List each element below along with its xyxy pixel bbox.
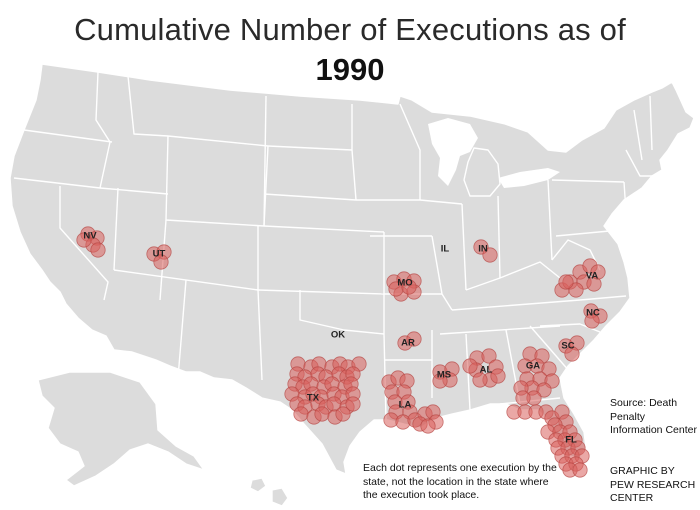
execution-dot-tx xyxy=(293,406,309,422)
execution-dot-al xyxy=(472,372,488,388)
border-id-west xyxy=(95,71,111,189)
state-label-ga: GA xyxy=(526,361,540,372)
state-label-mo: MO xyxy=(397,278,412,289)
state-label-ok: OK xyxy=(331,330,345,341)
execution-dot-tx xyxy=(345,396,361,412)
border-or-ca-nv xyxy=(13,177,101,189)
border-il-mo xyxy=(431,235,453,311)
border-il-in xyxy=(461,203,467,291)
border-id-mt xyxy=(127,75,169,137)
border-pa-md xyxy=(555,229,621,237)
border-ca-nv xyxy=(59,186,109,301)
execution-dot-ms xyxy=(432,373,448,389)
execution-dot-in xyxy=(482,247,498,263)
alaska xyxy=(37,371,205,487)
source-credit: Source: Death Penalty Information Center xyxy=(610,397,697,436)
execution-dot-fl xyxy=(572,462,588,478)
border-oh-pa xyxy=(547,179,553,261)
execution-dot-va xyxy=(558,274,574,290)
execution-dot-al xyxy=(481,348,497,364)
execution-dot-ga xyxy=(515,390,531,406)
state-label-ut: UT xyxy=(153,249,166,260)
execution-dot-la xyxy=(420,418,436,434)
execution-dot-nv xyxy=(90,242,106,258)
border-in-oh xyxy=(497,195,501,279)
border-ne-ks xyxy=(263,225,385,233)
execution-dot-ut xyxy=(153,254,169,270)
border-nd-sd xyxy=(267,145,353,151)
state-label-al: AL xyxy=(480,365,493,376)
border-sd-ne xyxy=(263,193,357,201)
border-wy xyxy=(165,135,269,227)
border-mn-east xyxy=(351,104,357,201)
execution-dot-nc xyxy=(584,313,600,329)
execution-dot-mo xyxy=(401,279,417,295)
border-ky-tn xyxy=(451,299,581,311)
execution-dot-nv xyxy=(76,232,92,248)
border-ga-sc xyxy=(529,325,571,373)
state-label-sc: SC xyxy=(561,341,574,352)
border-az-nm xyxy=(177,279,187,379)
chart-title: Cumulative Number of Executions as of xyxy=(74,12,626,47)
border-wi-il xyxy=(419,199,463,205)
graphic-credit: GRAPHIC BY PEW RESEARCH CENTER xyxy=(610,465,696,504)
border-pa-ny xyxy=(551,179,625,183)
michigan-lower xyxy=(463,147,501,197)
border-nv-ut xyxy=(113,187,119,271)
execution-dot-va xyxy=(568,282,584,298)
state-label-in: IN xyxy=(478,244,488,255)
dot-explanation-note: Each dot represents one execution by the… xyxy=(363,462,557,501)
execution-dot-al xyxy=(462,358,478,374)
border-ky xyxy=(465,261,561,291)
hawaii-island-2 xyxy=(271,487,289,507)
hawaii-island-1 xyxy=(249,477,267,493)
border-mt-wy xyxy=(167,135,269,147)
execution-dot-va xyxy=(590,264,606,280)
lake-erie-water xyxy=(498,168,560,188)
border-new-england xyxy=(625,149,660,177)
border-vt-nh xyxy=(633,109,643,161)
state-label-nc: NC xyxy=(586,308,600,319)
execution-dot-al xyxy=(490,368,506,384)
state-label-ar: AR xyxy=(401,338,415,349)
border-me-nh xyxy=(649,95,653,151)
border-tn-south xyxy=(439,325,561,335)
state-label-nv: NV xyxy=(83,231,97,242)
year-heading: 1990 xyxy=(315,52,385,87)
execution-dot-sc xyxy=(564,346,580,362)
execution-dot-tx xyxy=(314,406,330,422)
great-lakes-water xyxy=(428,118,478,186)
border-ny-nj xyxy=(619,181,627,231)
execution-dot-tx xyxy=(335,406,351,422)
state-label-tx: TX xyxy=(307,393,320,404)
state-label-ms: MS xyxy=(437,370,451,381)
state-label-la: LA xyxy=(399,400,412,411)
border-nd-sd-ne xyxy=(263,95,267,227)
border-wv-va xyxy=(551,239,601,271)
state-label-fl: FL xyxy=(565,435,577,446)
execution-dots xyxy=(76,226,608,478)
border-va-nc xyxy=(579,295,627,301)
execution-dot-ga xyxy=(536,382,552,398)
border-ks-ok xyxy=(257,289,385,295)
border-ok-tx xyxy=(299,290,385,335)
execution-dot-ar xyxy=(406,331,422,347)
border-wa-or xyxy=(23,129,113,143)
border-id-ut xyxy=(99,187,169,195)
border-mn-wi xyxy=(399,103,421,200)
border-nc-sc xyxy=(539,323,601,333)
state-label-va: VA xyxy=(586,271,599,282)
state-labels: NV UT IL IN MO OK AR TX LA MS AL GA FL SC NC VA xyxy=(83,231,600,446)
state-label-il: IL xyxy=(441,244,450,255)
